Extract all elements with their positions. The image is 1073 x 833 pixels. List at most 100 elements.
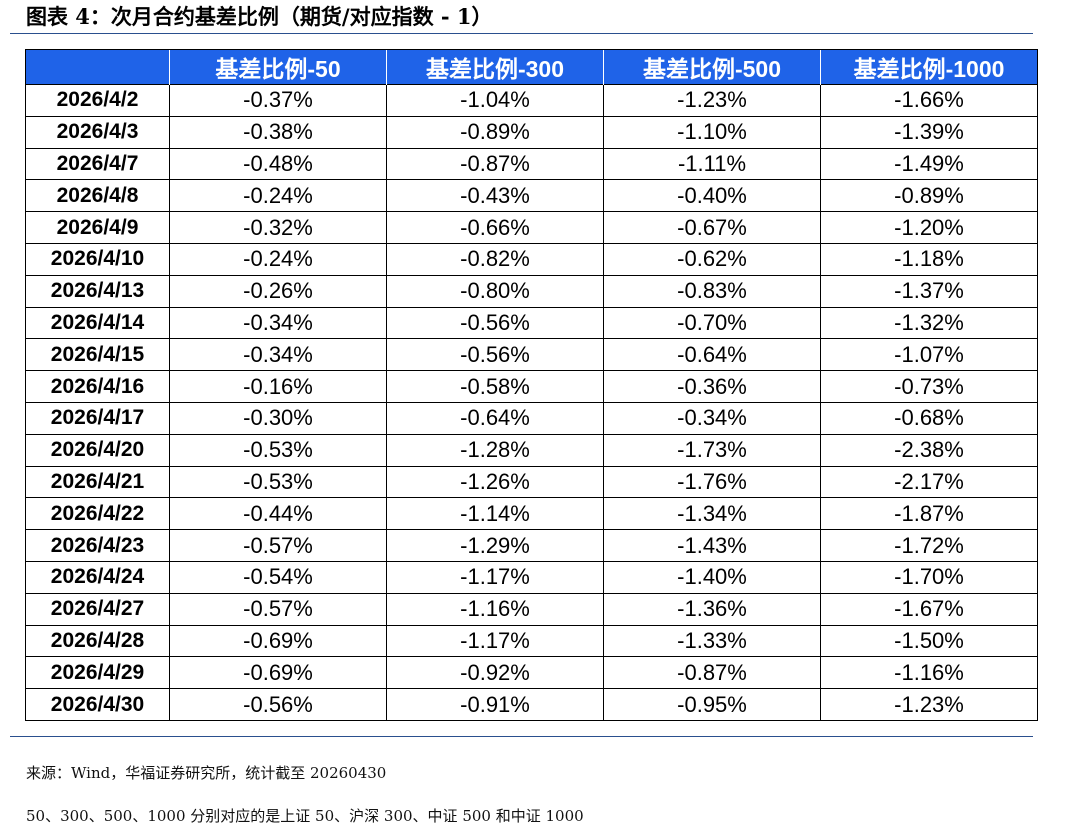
basis-300-cell: -1.16% <box>386 592 604 626</box>
table-row: 2026/4/2 -0.37% -1.04% -1.23% -1.66% <box>25 84 1038 117</box>
date-cell: 2026/4/27 <box>25 592 170 626</box>
basis-1000-cell: -1.32% <box>820 306 1038 340</box>
date-cell: 2026/4/29 <box>25 656 170 690</box>
basis-1000-cell: -0.68% <box>820 401 1038 435</box>
basis-50-cell: -0.44% <box>169 497 387 531</box>
basis-50-cell: -0.16% <box>169 370 387 403</box>
date-cell: 2026/4/17 <box>25 401 170 435</box>
basis-1000-cell: -1.70% <box>820 560 1038 594</box>
basis-50-cell: -0.56% <box>169 688 387 721</box>
basis-300-cell: -0.92% <box>386 656 604 690</box>
basis-500-cell: -1.73% <box>603 433 821 467</box>
basis-300-cell: -0.66% <box>386 211 604 244</box>
table-row: 2026/4/3 -0.38% -0.89% -1.10% -1.39% <box>25 115 1038 149</box>
basis-50-cell: -0.57% <box>169 592 387 626</box>
basis-50-cell: -0.69% <box>169 656 387 690</box>
basis-50-cell: -0.53% <box>169 433 387 467</box>
basis-1000-cell: -2.17% <box>820 465 1038 499</box>
date-cell: 2026/4/23 <box>25 529 170 562</box>
basis-1000-cell: -1.18% <box>820 242 1038 276</box>
date-cell: 2026/4/2 <box>25 84 170 117</box>
header-cell-basis-300: 基差比例-300 <box>386 49 604 85</box>
basis-300-cell: -0.87% <box>386 147 604 181</box>
basis-500-cell: -1.40% <box>603 560 821 594</box>
bottom-divider <box>10 736 1033 737</box>
basis-500-cell: -0.70% <box>603 306 821 340</box>
basis-300-cell: -1.29% <box>386 529 604 562</box>
basis-ratio-table: 基差比例-50 基差比例-300 基差比例-500 基差比例-1000 2026… <box>25 49 1038 721</box>
table-body: 2026/4/2 -0.37% -1.04% -1.23% -1.66% 2026/4/3… <box>25 84 1038 721</box>
definition-note: 50、300、500、1000 分别对应的是上证 50、沪深 300、中证 50… <box>26 807 584 825</box>
basis-1000-cell: -0.73% <box>820 370 1038 403</box>
table-row: 2026/4/24 -0.54% -1.17% -1.40% -1.70% <box>25 560 1038 594</box>
table-row: 2026/4/28 -0.69% -1.17% -1.33% -1.50% <box>25 624 1038 658</box>
basis-500-cell: -1.10% <box>603 115 821 149</box>
header-cell-basis-50: 基差比例-50 <box>169 49 387 85</box>
table-row: 2026/4/17 -0.30% -0.64% -0.34% -0.68% <box>25 401 1038 435</box>
basis-300-cell: -1.17% <box>386 560 604 594</box>
basis-50-cell: -0.53% <box>169 465 387 499</box>
table-row: 2026/4/21 -0.53% -1.26% -1.76% -2.17% <box>25 465 1038 499</box>
date-cell: 2026/4/21 <box>25 465 170 499</box>
basis-300-cell: -0.89% <box>386 115 604 149</box>
date-cell: 2026/4/16 <box>25 370 170 403</box>
basis-50-cell: -0.24% <box>169 179 387 213</box>
basis-500-cell: -1.76% <box>603 465 821 499</box>
basis-300-cell: -1.26% <box>386 465 604 499</box>
basis-500-cell: -1.23% <box>603 84 821 117</box>
basis-1000-cell: -1.87% <box>820 497 1038 531</box>
basis-500-cell: -0.83% <box>603 274 821 308</box>
basis-1000-cell: -1.16% <box>820 656 1038 690</box>
basis-1000-cell: -1.72% <box>820 529 1038 562</box>
basis-1000-cell: -1.37% <box>820 274 1038 308</box>
date-cell: 2026/4/3 <box>25 115 170 149</box>
date-cell: 2026/4/8 <box>25 179 170 213</box>
header-cell-basis-500: 基差比例-500 <box>603 49 821 85</box>
date-cell: 2026/4/13 <box>25 274 170 308</box>
basis-500-cell: -1.34% <box>603 497 821 531</box>
basis-50-cell: -0.38% <box>169 115 387 149</box>
basis-1000-cell: -2.38% <box>820 433 1038 467</box>
basis-500-cell: -0.36% <box>603 370 821 403</box>
table-row: 2026/4/27 -0.57% -1.16% -1.36% -1.67% <box>25 592 1038 626</box>
date-cell: 2026/4/15 <box>25 338 170 372</box>
header-cell-basis-1000: 基差比例-1000 <box>820 49 1038 85</box>
basis-500-cell: -0.64% <box>603 338 821 372</box>
basis-50-cell: -0.48% <box>169 147 387 181</box>
date-cell: 2026/4/28 <box>25 624 170 658</box>
table-row: 2026/4/22 -0.44% -1.14% -1.34% -1.87% <box>25 497 1038 531</box>
date-cell: 2026/4/30 <box>25 688 170 721</box>
basis-300-cell: -0.58% <box>386 370 604 403</box>
basis-500-cell: -0.62% <box>603 242 821 276</box>
date-cell: 2026/4/9 <box>25 211 170 244</box>
basis-500-cell: -0.87% <box>603 656 821 690</box>
basis-300-cell: -0.80% <box>386 274 604 308</box>
date-cell: 2026/4/24 <box>25 560 170 594</box>
basis-300-cell: -1.17% <box>386 624 604 658</box>
header-cell-date <box>25 49 170 85</box>
table-row: 2026/4/14 -0.34% -0.56% -0.70% -1.32% <box>25 306 1038 340</box>
basis-300-cell: -1.14% <box>386 497 604 531</box>
basis-300-cell: -0.64% <box>386 401 604 435</box>
date-cell: 2026/4/20 <box>25 433 170 467</box>
basis-1000-cell: -1.39% <box>820 115 1038 149</box>
basis-1000-cell: -1.07% <box>820 338 1038 372</box>
table-row: 2026/4/20 -0.53% -1.28% -1.73% -2.38% <box>25 433 1038 467</box>
basis-500-cell: -1.36% <box>603 592 821 626</box>
basis-1000-cell: -1.20% <box>820 211 1038 244</box>
basis-500-cell: -0.40% <box>603 179 821 213</box>
table-row: 2026/4/8 -0.24% -0.43% -0.40% -0.89% <box>25 179 1038 213</box>
table-row: 2026/4/23 -0.57% -1.29% -1.43% -1.72% <box>25 529 1038 562</box>
basis-50-cell: -0.37% <box>169 84 387 117</box>
table-row: 2026/4/29 -0.69% -0.92% -0.87% -1.16% <box>25 656 1038 690</box>
figure-title: 图表 4：次月合约基差比例（期货/对应指数 - 1） <box>26 4 493 29</box>
basis-500-cell: -1.33% <box>603 624 821 658</box>
basis-50-cell: -0.30% <box>169 401 387 435</box>
basis-300-cell: -0.82% <box>386 242 604 276</box>
basis-50-cell: -0.57% <box>169 529 387 562</box>
basis-300-cell: -0.91% <box>386 688 604 721</box>
basis-500-cell: -1.43% <box>603 529 821 562</box>
basis-500-cell: -0.34% <box>603 401 821 435</box>
table-row: 2026/4/10 -0.24% -0.82% -0.62% -1.18% <box>25 242 1038 276</box>
table-row: 2026/4/7 -0.48% -0.87% -1.11% -1.49% <box>25 147 1038 181</box>
